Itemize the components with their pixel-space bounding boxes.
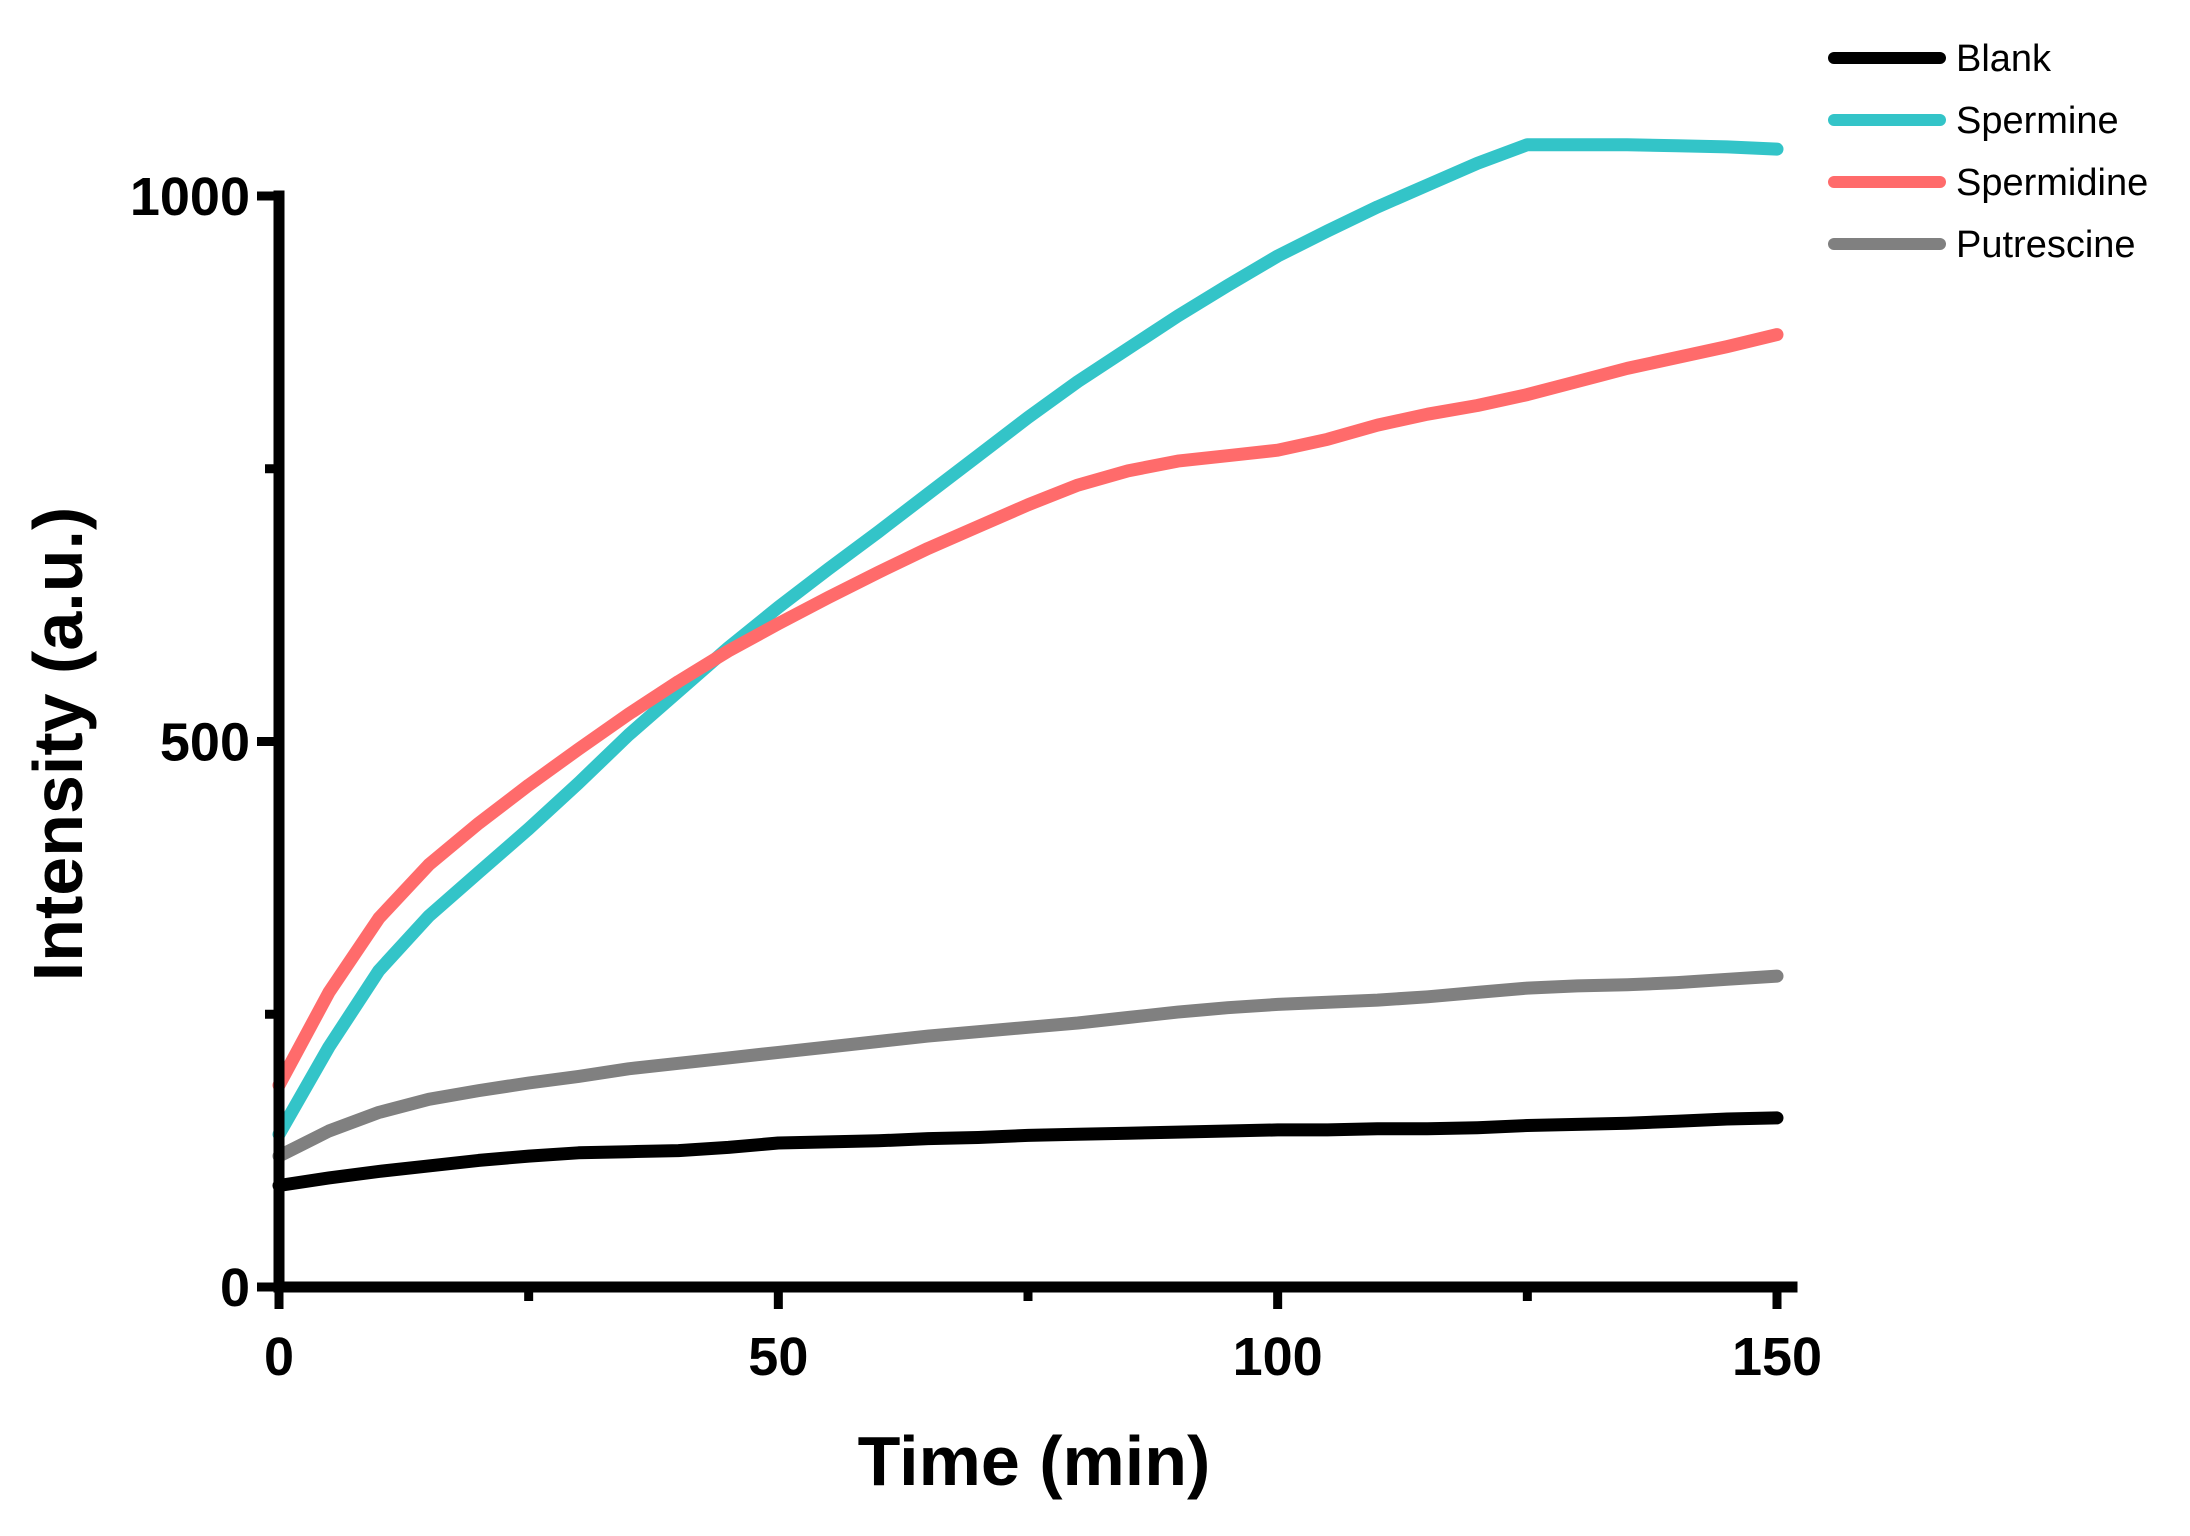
legend: Blank Spermine Spermidine Putrescine [1828, 38, 2148, 266]
series-line-spermidine [272, 328, 1784, 1092]
x-tick-label: 0 [264, 1327, 294, 1387]
x-tick-label: 50 [748, 1327, 808, 1387]
x-axis-title: Time (min) [858, 1422, 1211, 1500]
legend-item-spermine: Spermine [1828, 100, 2119, 142]
legend-label: Putrescine [1956, 224, 2136, 266]
legend-item-blank: Blank [1828, 38, 2052, 80]
x-tick-label: 150 [1732, 1327, 1822, 1387]
y-tick-label: 1000 [130, 167, 250, 227]
labels-layer: Time (min) Intensity (a.u.) [19, 507, 1210, 1500]
x-tick-label: 100 [1233, 1327, 1323, 1387]
legend-label: Spermine [1956, 100, 2119, 142]
legend-label: Spermidine [1956, 162, 2148, 204]
series-line-putrescine [272, 969, 1784, 1163]
y-tick-label: 500 [160, 713, 250, 773]
legend-item-putrescine: Putrescine [1828, 224, 2136, 266]
y-tick-label: 0 [220, 1258, 250, 1318]
y-axis-title: Intensity (a.u.) [19, 507, 97, 981]
series-line-blank [272, 1111, 1784, 1192]
legend-label: Blank [1956, 38, 2052, 80]
series-line-spermine [272, 138, 1784, 1141]
legend-item-spermidine: Spermidine [1828, 162, 2148, 204]
ticks-layer: 0 50 100 150 0 500 1000 [130, 167, 1822, 1387]
series-layer [272, 138, 1784, 1192]
